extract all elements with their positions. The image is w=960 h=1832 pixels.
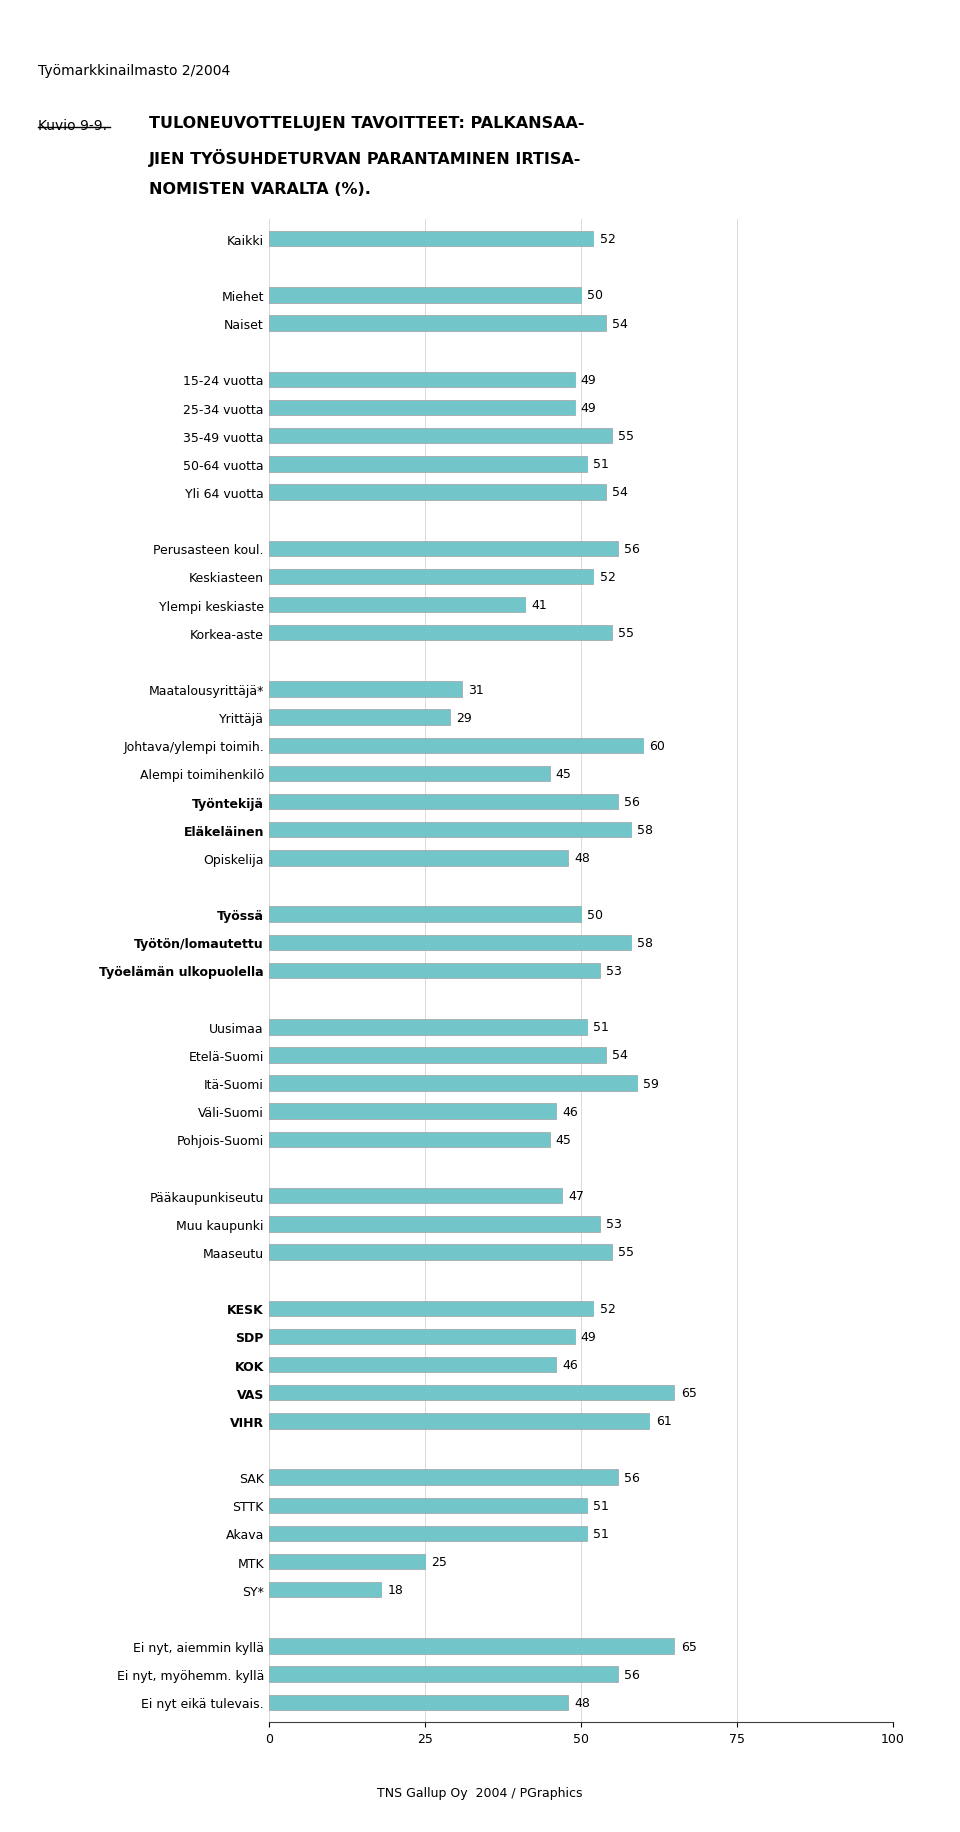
Bar [269,1328,574,1345]
Text: 45: 45 [556,1134,572,1147]
Text: Kuvio 9-9.: Kuvio 9-9. [38,119,108,134]
Bar [269,795,618,810]
Text: 54: 54 [612,485,628,498]
Bar [269,766,549,782]
Bar [269,1385,675,1401]
Text: 54: 54 [612,1050,628,1063]
Text: 54: 54 [612,317,628,330]
Bar [269,1554,424,1570]
Text: 45: 45 [556,768,572,780]
Text: 46: 46 [563,1358,578,1372]
Bar [269,1216,599,1231]
Text: 55: 55 [618,431,635,443]
Text: 56: 56 [624,795,640,808]
Bar [269,456,587,473]
Bar [269,1019,587,1035]
Text: 55: 55 [618,627,635,639]
Bar [269,1526,587,1541]
Text: 58: 58 [637,936,653,949]
Text: 52: 52 [599,570,615,584]
Text: 60: 60 [650,740,665,753]
Text: 58: 58 [637,824,653,837]
Bar [269,738,643,753]
Bar [269,1105,556,1119]
Bar [269,485,606,500]
Text: 51: 51 [593,1499,610,1511]
Text: 56: 56 [624,1667,640,1680]
Text: 46: 46 [563,1105,578,1118]
Bar [269,1695,568,1709]
Text: JIEN TYÖSUHDETURVAN PARANTAMINEN IRTISA-: JIEN TYÖSUHDETURVAN PARANTAMINEN IRTISA- [149,150,581,167]
Bar [269,1244,612,1260]
Text: NOMISTEN VARALTA (%).: NOMISTEN VARALTA (%). [149,183,371,198]
Bar [269,570,593,584]
Text: 50: 50 [587,909,603,921]
Text: TULONEUVOTTELUJEN TAVOITTEET: PALKANSAA-: TULONEUVOTTELUJEN TAVOITTEET: PALKANSAA- [149,117,585,132]
Text: 48: 48 [574,1696,590,1709]
Text: 52: 52 [599,233,615,245]
Bar [269,1583,381,1598]
Text: 55: 55 [618,1246,635,1259]
Bar [269,288,581,304]
Text: 49: 49 [581,401,596,414]
Text: 52: 52 [599,1303,615,1315]
Bar [269,401,574,416]
Bar [269,682,463,698]
Text: 51: 51 [593,1528,610,1541]
Bar [269,1469,618,1486]
Text: 41: 41 [531,599,546,612]
Bar [269,1412,650,1429]
Bar [269,934,631,951]
Bar [269,540,618,557]
Bar [269,964,599,978]
Text: 47: 47 [568,1189,585,1202]
Bar [269,233,593,247]
Bar [269,372,574,388]
Bar [269,597,524,614]
Bar [269,823,631,837]
Bar [269,317,606,332]
Text: 50: 50 [587,289,603,302]
Bar [269,1189,563,1204]
Bar [269,627,612,641]
Text: 56: 56 [624,542,640,555]
Bar [269,1132,549,1147]
Bar [269,1358,556,1372]
Bar [269,1075,637,1092]
Bar [269,1048,606,1063]
Text: 49: 49 [581,1330,596,1343]
Bar [269,1301,593,1315]
Bar [269,711,449,725]
Text: 31: 31 [468,683,484,696]
Text: 48: 48 [574,852,590,865]
Bar [269,1667,618,1682]
Text: 18: 18 [388,1583,403,1596]
Text: 53: 53 [606,964,622,978]
Text: 49: 49 [581,374,596,387]
Text: 56: 56 [624,1471,640,1484]
Bar [269,850,568,867]
Bar [269,907,581,923]
Text: 25: 25 [431,1555,447,1568]
Text: 59: 59 [643,1077,660,1090]
Text: 53: 53 [606,1218,622,1231]
Text: TNS Gallup Oy  2004 / PGraphics: TNS Gallup Oy 2004 / PGraphics [377,1786,583,1799]
Text: Työmarkkinailmasto 2/2004: Työmarkkinailmasto 2/2004 [38,64,230,79]
Bar [269,429,612,443]
Bar [269,1638,675,1654]
Text: 61: 61 [656,1414,671,1427]
Text: 51: 51 [593,1020,610,1033]
Bar [269,1499,587,1513]
Text: 65: 65 [681,1387,697,1400]
Text: 65: 65 [681,1640,697,1652]
Text: 51: 51 [593,458,610,471]
Text: 29: 29 [456,711,471,724]
